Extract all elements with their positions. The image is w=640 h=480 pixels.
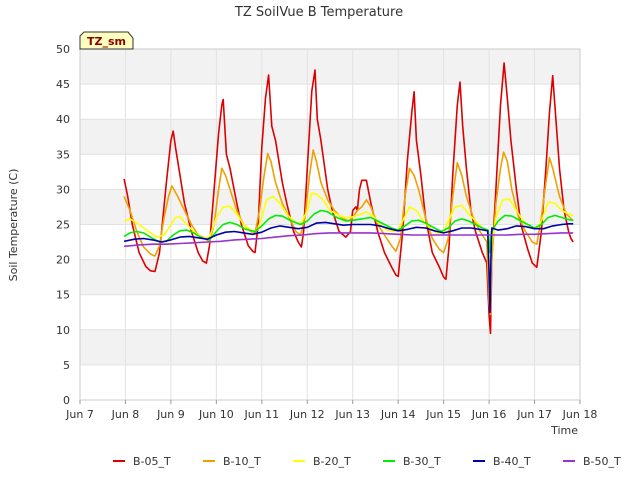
x-tick-label: Jun 13 <box>334 408 370 421</box>
x-tick-label: Jun 12 <box>289 408 325 421</box>
background-band <box>80 329 580 365</box>
series-lines <box>123 62 574 335</box>
legend-label: B-30_T <box>403 455 441 468</box>
legend-label: B-05_T <box>133 455 171 468</box>
background-band <box>80 154 580 190</box>
series-line-b-40-t <box>123 221 574 314</box>
x-axis-label: Time <box>550 424 578 437</box>
x-tick-label: Jun 11 <box>243 408 279 421</box>
y-tick-label: 25 <box>56 219 70 232</box>
y-tick-label: 50 <box>56 43 70 56</box>
series-line-b-05-t <box>123 62 574 335</box>
x-tick-label: Jun 15 <box>425 408 461 421</box>
y-tick-label: 45 <box>56 78 70 91</box>
y-tick-label: 10 <box>56 324 70 337</box>
y-tick-label: 20 <box>56 254 70 267</box>
y-tick-label: 30 <box>56 183 70 196</box>
y-tick-label: 35 <box>56 148 70 161</box>
series-line-b-50-t <box>124 232 574 248</box>
background-band <box>80 189 580 225</box>
y-tick-label: 15 <box>56 289 70 302</box>
x-tick-label: Jun 10 <box>198 408 234 421</box>
legend: B-05_T B-10_T B-20_T B-30_T B-40_T B-50_T <box>113 455 621 468</box>
legend-label: B-20_T <box>313 455 351 468</box>
x-tick-label: Jun 16 <box>471 408 507 421</box>
legend-label: B-50_T <box>583 455 621 468</box>
y-axis-label: Soil Temperature (C) <box>7 169 20 282</box>
legend-label: B-40_T <box>493 455 531 468</box>
background-band <box>80 49 580 85</box>
legend-label: B-10_T <box>223 455 261 468</box>
x-axis-ticks: Jun 7 Jun 8 Jun 9 Jun 10 Jun 11 Jun 12 Jun 13 J… <box>65 400 597 421</box>
x-tick-label: Jun 18 <box>562 408 598 421</box>
background-band <box>80 259 580 295</box>
series-line-b-20-t <box>123 192 574 303</box>
x-tick-label: Jun 17 <box>516 408 552 421</box>
x-tick-label: Jun 7 <box>65 408 94 421</box>
background-band <box>80 84 580 120</box>
background-band <box>80 119 580 155</box>
background-band <box>80 364 580 400</box>
station-label: TZ_sm <box>87 35 126 48</box>
station-label-box: TZ_sm <box>79 31 134 50</box>
x-tick-label: Jun 14 <box>380 408 416 421</box>
y-tick-label: 0 <box>63 394 70 407</box>
y-tick-label: 5 <box>63 359 70 372</box>
background-band <box>80 294 580 330</box>
chart-title: TZ SoilVue B Temperature <box>234 5 403 20</box>
x-tick-label: Jun 9 <box>156 408 185 421</box>
plot-frame <box>79 48 581 401</box>
y-axis-ticks: 0 5 10 15 20 25 30 35 40 45 50 <box>56 43 70 407</box>
y-tick-label: 40 <box>56 113 70 126</box>
series-line-b-30-t <box>123 209 574 254</box>
x-tick-label: Jun 8 <box>111 408 140 421</box>
